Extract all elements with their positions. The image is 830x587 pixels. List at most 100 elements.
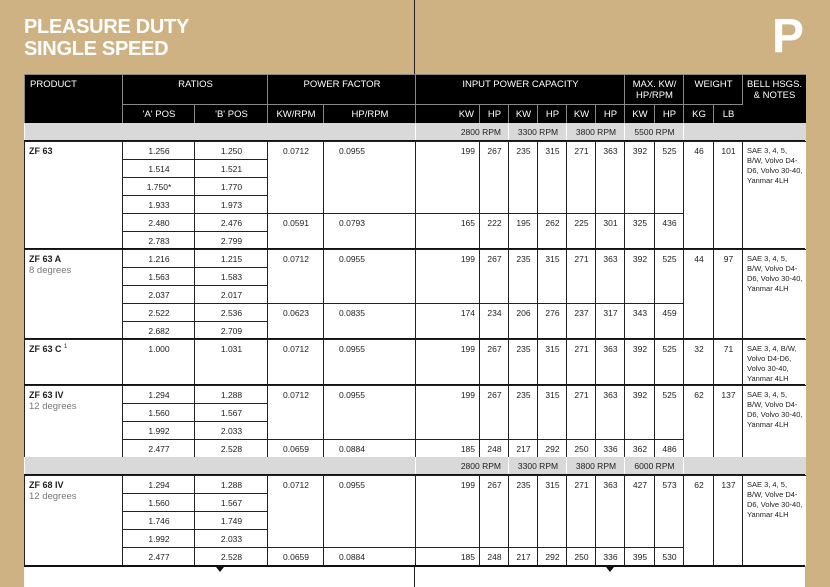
kw-rpm-factor: 0.0712 [267, 339, 324, 386]
ratio-a-pos: 2.477 [122, 547, 195, 566]
bell-housing-notes: SAE 3, 4, 5, B/W, Volvo D4-D6, Volvo 30-… [742, 141, 806, 250]
capacity-kw: 174 [415, 303, 480, 340]
kw-rpm-factor: 0.0712 [267, 385, 324, 440]
bell-housing-notes: SAE 3, 4, 5, B/W, Volve D4-D6, Volve 30-… [742, 475, 806, 566]
capacity-hp: 459 [654, 303, 684, 340]
capacity-kw: 195 [508, 213, 538, 250]
capacity-kw: 235 [508, 339, 538, 386]
ratio-a-pos: 1.933 [122, 195, 195, 214]
ratio-b-pos: 2.476 [194, 213, 268, 232]
header-input-power: INPUT POWER CAPACITY [415, 74, 625, 105]
capacity-kw: 235 [508, 141, 538, 214]
product-name: ZF 63 C [29, 344, 62, 354]
rpm-band-blank [683, 123, 806, 142]
kw-rpm-factor: 0.0659 [267, 547, 324, 566]
rpm-band-label: 6000 RPM [624, 457, 684, 476]
ratio-a-pos: 1.992 [122, 421, 195, 440]
capacity-hp: 267 [479, 141, 509, 214]
capacity-hp: 363 [595, 385, 625, 440]
kw-rpm-factor: 0.0712 [267, 249, 324, 304]
bell-housing-notes: SAE 3, 4, 5, B/W, Volvo D4-D6, Volvo 30-… [742, 249, 806, 340]
capacity-hp: 573 [654, 475, 684, 548]
capacity-hp: 248 [479, 439, 509, 458]
rpm-band-blank [24, 123, 416, 142]
page-divider [414, 0, 415, 74]
capacity-hp: 267 [479, 249, 509, 304]
ratio-b-pos: 2.528 [194, 547, 268, 566]
capacity-kw: 199 [415, 141, 480, 214]
header-hp: HP [595, 104, 625, 124]
capacity-hp: 363 [595, 141, 625, 214]
ratio-a-pos: 1.750* [122, 177, 195, 196]
header-kw: KW [508, 104, 538, 124]
capacity-kw: 427 [624, 475, 655, 548]
capacity-hp: 301 [595, 213, 625, 250]
capacity-kw: 217 [508, 547, 538, 566]
header-kw: KW [566, 104, 596, 124]
capacity-hp: 248 [479, 547, 509, 566]
ratio-a-pos: 1.000 [122, 339, 195, 386]
header-lb: LB [713, 104, 743, 124]
rpm-band-label: 5500 RPM [624, 123, 684, 142]
capacity-hp: 336 [595, 439, 625, 458]
kw-rpm-factor: 0.0623 [267, 303, 324, 340]
bell-housing-notes: SAE 3, 4, 5, B/W, Volvo D4-D6, Volvo 30-… [742, 385, 806, 458]
ratio-b-pos: 1.288 [194, 475, 268, 494]
capacity-hp: 525 [654, 249, 684, 304]
header-kw: KW [415, 104, 480, 124]
capacity-hp: 222 [479, 213, 509, 250]
rpm-band-label: 3800 RPM [566, 123, 625, 142]
down-arrow-icon [606, 567, 614, 572]
rpm-band-label: 2800 RPM [415, 457, 509, 476]
header-max: MAX. KW/ HP/RPM [624, 74, 684, 105]
capacity-kw: 395 [624, 547, 655, 566]
capacity-hp: 363 [595, 339, 625, 386]
product-name: ZF 68 IV [29, 480, 64, 490]
header-hp: HP [654, 104, 684, 124]
capacity-hp: 267 [479, 339, 509, 386]
capacity-kw: 235 [508, 249, 538, 304]
product-cell: ZF 68 IV 12 degrees [24, 475, 123, 566]
capacity-hp: 267 [479, 385, 509, 440]
capacity-kw: 250 [566, 547, 596, 566]
ratio-b-pos: 2.709 [194, 321, 268, 340]
header-product: PRODUCT [24, 74, 123, 124]
capacity-kw: 237 [566, 303, 596, 340]
capacity-kw: 325 [624, 213, 655, 250]
ratio-b-pos: 1.031 [194, 339, 268, 386]
header-ratios: RATIOS [122, 74, 268, 105]
ratio-a-pos: 2.783 [122, 231, 195, 250]
capacity-hp: 363 [595, 249, 625, 304]
weight-kg: 44 [683, 249, 714, 340]
hp-rpm-factor: 0.0955 [323, 385, 416, 440]
table-bottom-rule [24, 565, 805, 567]
capacity-kw: 199 [415, 249, 480, 304]
ratio-a-pos: 2.037 [122, 285, 195, 304]
header-b-pos: 'B' POS [194, 104, 268, 124]
ratio-a-pos: 2.477 [122, 439, 195, 458]
weight-lb: 97 [713, 249, 743, 340]
capacity-hp: 525 [654, 385, 684, 440]
hp-rpm-factor: 0.0884 [323, 547, 416, 566]
hp-rpm-factor: 0.0955 [323, 249, 416, 304]
capacity-kw: 271 [566, 249, 596, 304]
kw-rpm-factor: 0.0712 [267, 475, 324, 548]
hp-rpm-factor: 0.0884 [323, 439, 416, 458]
ratio-b-pos: 1.583 [194, 267, 268, 286]
capacity-kw: 392 [624, 339, 655, 386]
hp-rpm-factor: 0.0955 [323, 475, 416, 548]
capacity-hp: 530 [654, 547, 684, 566]
capacity-kw: 235 [508, 385, 538, 440]
ratio-b-pos: 1.973 [194, 195, 268, 214]
page-title: PLEASURE DUTY SINGLE SPEED [24, 16, 189, 60]
header-hp: HP [479, 104, 509, 124]
capacity-hp: 363 [595, 475, 625, 548]
capacity-kw: 185 [415, 439, 480, 458]
section-letter: P [771, 10, 804, 63]
header-power-factor: POWER FACTOR [267, 74, 416, 105]
ratio-b-pos: 2.033 [194, 529, 268, 548]
kw-rpm-factor: 0.0712 [267, 141, 324, 214]
capacity-kw: 362 [624, 439, 655, 458]
ratio-a-pos: 1.294 [122, 385, 195, 404]
capacity-hp: 486 [654, 439, 684, 458]
